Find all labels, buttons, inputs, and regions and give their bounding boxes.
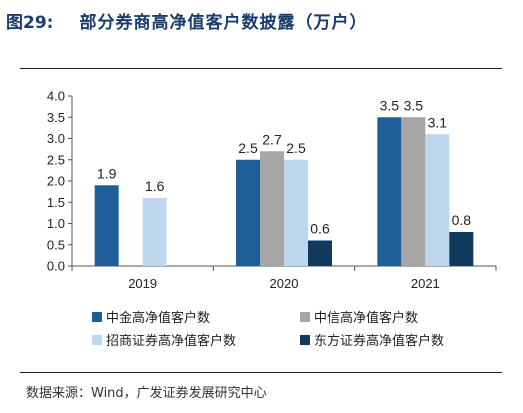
y-tick-label: 3.5 [47, 110, 65, 125]
data-label: 1.6 [145, 178, 165, 194]
x-tick-label: 2021 [411, 276, 440, 291]
x-tick-label: 2019 [128, 276, 157, 291]
legend-swatch [300, 335, 310, 345]
legend-label: 中金高净值客户数 [106, 310, 210, 326]
bottom-divider [20, 372, 502, 373]
data-label: 0.6 [310, 221, 330, 237]
figure-number: 图29: [6, 12, 54, 33]
bar [425, 134, 450, 266]
data-label: 2.5 [238, 140, 258, 156]
bar [260, 151, 284, 266]
data-source: 数据来源：Wind，广发证券发展研究中心 [26, 386, 267, 401]
y-tick-label: 2.0 [47, 174, 65, 189]
y-tick-label: 0.0 [47, 259, 65, 274]
legend-swatch [92, 312, 102, 322]
chart-title: 部分券商高净值客户数披露（万户） [79, 12, 368, 33]
data-label: 3.5 [380, 97, 400, 113]
legend-label: 中信高净值客户数 [314, 310, 418, 326]
data-label: 1.9 [97, 165, 117, 181]
bar [94, 185, 119, 266]
bar [449, 232, 474, 266]
data-label: 2.7 [262, 131, 282, 147]
data-label: 0.8 [452, 212, 472, 228]
bar [308, 240, 332, 266]
y-tick-label: 1.0 [47, 216, 65, 231]
bar [142, 198, 167, 266]
bar-chart: 0.0 0.5 1.0 1.5 2.0 2.5 3.0 3.5 4.0 2019 1.9 1.6 202… [47, 89, 497, 349]
y-tick-label: 2.5 [47, 152, 65, 167]
bar [401, 117, 426, 266]
legend-swatch [300, 312, 310, 322]
legend-label: 东方证券高净值客户数 [314, 333, 444, 349]
y-tick-label: 0.5 [47, 237, 65, 252]
bar [236, 159, 260, 266]
legend-swatch [92, 335, 102, 345]
data-label: 3.1 [428, 114, 448, 130]
bar [284, 159, 308, 266]
title-bar: 图29: 部分券商高净值客户数披露（万户） [0, 0, 523, 40]
top-divider [20, 68, 502, 69]
x-tick-label: 2020 [270, 276, 299, 291]
data-label: 2.5 [286, 140, 306, 156]
y-tick-label: 4.0 [47, 89, 65, 104]
y-tick-label: 1.5 [47, 195, 65, 210]
legend-label: 招商证券高净值客户数 [106, 333, 236, 349]
y-tick-label: 3.0 [47, 131, 65, 146]
bar [377, 117, 402, 266]
data-label: 3.5 [404, 97, 424, 113]
